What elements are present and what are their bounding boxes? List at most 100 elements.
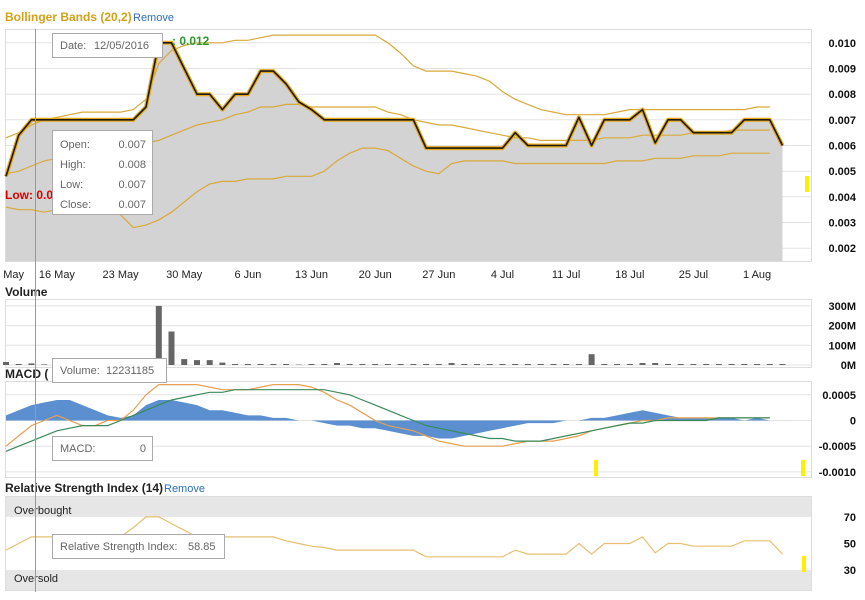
- volume-bar: [16, 364, 22, 365]
- volume-bar: [640, 363, 646, 365]
- volume-bar: [156, 306, 162, 365]
- volume-bar: [538, 364, 544, 365]
- volume-bar: [576, 364, 582, 365]
- volume-bar: [321, 364, 327, 365]
- tooltip-macd-value: 0: [140, 443, 146, 455]
- volume-bar: [423, 364, 429, 365]
- volume-bar: [512, 364, 518, 365]
- price-y-tick-label: 0.006: [828, 141, 856, 153]
- macd-marker-2: [801, 460, 805, 476]
- volume-bar: [41, 364, 47, 365]
- volume-bar: [258, 364, 264, 365]
- volume-bar: [207, 360, 213, 365]
- macd-y-tick-label: 0: [850, 416, 856, 428]
- volume-bar: [652, 363, 658, 365]
- volume-bar: [780, 364, 786, 365]
- volume-bar: [678, 364, 684, 365]
- macd-tooltip: MACD: 0: [53, 437, 153, 461]
- volume-bar: [461, 364, 467, 365]
- price-x-tick-label: 27 Jun: [422, 269, 455, 281]
- volume-bar: [283, 364, 289, 365]
- volume-bar: [29, 363, 35, 365]
- price-last-marker: [805, 176, 809, 192]
- rsi-oversold-label: Oversold: [14, 573, 58, 585]
- price-x-tick-label: 1 Aug: [743, 269, 771, 281]
- price-x-tick-label: 18 Jul: [615, 269, 644, 281]
- macd-marker-1: [594, 460, 598, 476]
- volume-bar: [219, 363, 225, 365]
- tooltip-rsi-value: 58.85: [188, 541, 216, 553]
- price-y-tick-label: 0.004: [828, 192, 856, 204]
- price-x-tick-label: 6 Jun: [234, 269, 261, 281]
- macd-y-tick-label: 0.0005: [822, 390, 856, 402]
- volume-bar: [690, 364, 696, 365]
- tooltip-date-label: Date:: [60, 40, 86, 52]
- volume-bar: [716, 364, 722, 365]
- volume-bar: [614, 364, 620, 365]
- volume-bar: [487, 364, 493, 365]
- volume-bar: [729, 364, 735, 365]
- tooltip-open-label: Open:: [60, 139, 90, 151]
- rsi-overbought-zone: [6, 497, 811, 517]
- macd-y-axis: 0.0005 0 -0.0005 -0.0010: [819, 390, 856, 479]
- price-x-tick-label: 4 Jul: [491, 269, 514, 281]
- bollinger-remove-link[interactable]: Remove: [133, 12, 174, 24]
- volume-bar: [232, 364, 238, 365]
- tooltip-macd-label: MACD:: [60, 443, 95, 455]
- volume-bar: [500, 364, 506, 365]
- volume-bars: [3, 306, 786, 365]
- volume-tooltip: Volume: 12231185: [53, 359, 167, 383]
- volume-bar: [372, 364, 378, 365]
- volume-bar: [550, 364, 556, 365]
- rsi-overbought-label: Overbought: [14, 505, 71, 517]
- macd-title: MACD (: [5, 367, 48, 381]
- volume-bar: [589, 354, 595, 365]
- tooltip-volume-label: Volume:: [60, 365, 100, 377]
- price-x-tick-label: 30 May: [166, 269, 203, 281]
- date-tooltip: Date: 12/05/2016: [53, 34, 163, 58]
- tooltip-low-value: 0.007: [118, 179, 146, 191]
- macd-histogram: [6, 400, 770, 439]
- price-y-tick-label: 0.009: [828, 64, 856, 76]
- tooltip-open-value: 0.007: [118, 139, 146, 151]
- rsi-y-tick-label: 70: [844, 512, 856, 524]
- volume-y-tick-label: 100M: [828, 340, 856, 352]
- price-x-tick-label: 11 Jul: [552, 269, 581, 281]
- volume-bar: [334, 363, 340, 365]
- price-x-tick-label: 13 Jun: [295, 269, 328, 281]
- rsi-title: Relative Strength Index (14): [5, 481, 163, 495]
- price-x-tick-label: 25 Jul: [679, 269, 708, 281]
- price-y-axis: 0.0100.0090.0080.0070.0060.0050.0040.003…: [828, 38, 856, 255]
- high-readout: : 0.012: [172, 34, 210, 48]
- tooltip-rsi-label: Relative Strength Index:: [60, 541, 177, 553]
- volume-bar: [347, 364, 353, 365]
- macd-y-tick-label: -0.0005: [819, 441, 856, 453]
- volume-bar: [385, 364, 391, 365]
- tooltip-high-value: 0.008: [118, 159, 146, 171]
- macd-y-tick-label: -0.0010: [819, 467, 856, 479]
- rsi-oversold-zone: [6, 570, 811, 590]
- tooltip-low-label: Low:: [60, 179, 83, 191]
- volume-bar: [474, 364, 480, 365]
- volume-bar: [398, 364, 404, 365]
- volume-y-tick-label: 200M: [828, 321, 856, 333]
- volume-bar: [449, 363, 455, 365]
- rsi-remove-link[interactable]: Remove: [164, 483, 205, 495]
- price-x-tick-label: 23 May: [103, 269, 140, 281]
- price-x-tick-label: 20 Jun: [359, 269, 392, 281]
- price-y-tick-label: 0.002: [828, 243, 856, 255]
- price-x-tick-label: 16 May: [39, 269, 76, 281]
- volume-panel-frame: [6, 300, 812, 368]
- volume-bar: [245, 364, 251, 365]
- volume-bar: [436, 364, 442, 365]
- rsi-tooltip: Relative Strength Index: 58.85: [53, 535, 225, 559]
- volume-bar: [563, 364, 569, 365]
- volume-bar: [665, 364, 671, 365]
- volume-bar: [181, 359, 187, 365]
- low-readout: Low: 0.0: [5, 188, 53, 202]
- volume-bar: [270, 364, 276, 365]
